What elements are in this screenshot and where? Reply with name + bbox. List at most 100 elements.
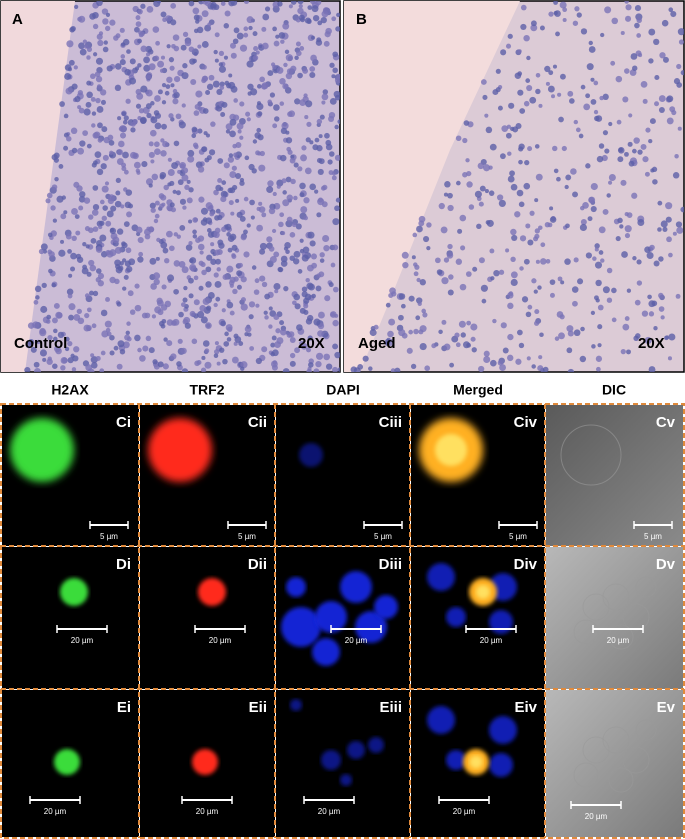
cell [572, 191, 579, 198]
panel-label: Ev [657, 699, 676, 716]
cell [307, 231, 315, 239]
cell [96, 33, 103, 40]
cell [273, 251, 280, 258]
cell [279, 154, 287, 162]
cell [216, 361, 221, 366]
cell [129, 58, 136, 65]
cell [229, 171, 237, 179]
cell [474, 190, 482, 198]
cell [121, 258, 127, 263]
cell [302, 246, 310, 254]
cell [628, 113, 633, 118]
cell [622, 746, 650, 774]
cell [146, 6, 154, 13]
cell [57, 331, 65, 339]
cell [518, 201, 525, 208]
cell [368, 366, 373, 371]
cell [193, 275, 199, 281]
cell [272, 26, 277, 32]
cell [455, 342, 461, 348]
cell [549, 216, 557, 223]
cell [508, 102, 515, 109]
cell [122, 119, 128, 125]
scale-label: 20 µm [318, 807, 341, 816]
scale-label: 20 µm [345, 636, 368, 645]
cell [171, 320, 177, 326]
cell [137, 63, 142, 68]
cell [189, 310, 196, 317]
cell [299, 182, 306, 190]
cell [86, 55, 91, 60]
cell [665, 202, 673, 210]
cell [534, 233, 540, 239]
cell [283, 286, 289, 292]
cell [293, 293, 301, 301]
cell [520, 23, 527, 31]
cell [213, 302, 218, 308]
cell [648, 28, 656, 36]
cell [64, 336, 70, 342]
cell [476, 223, 482, 230]
cell [538, 225, 543, 230]
cell [134, 283, 140, 289]
cell [557, 276, 563, 282]
cell [173, 75, 181, 83]
cell [217, 177, 223, 183]
cell [170, 3, 177, 9]
cell [636, 280, 643, 286]
cell [220, 112, 226, 117]
cell [192, 234, 198, 239]
cell [54, 345, 61, 353]
cell [527, 304, 533, 310]
cell [538, 355, 543, 360]
cell [332, 218, 340, 226]
cell [92, 11, 99, 19]
cell [222, 358, 228, 365]
cell [269, 256, 277, 264]
cell [40, 305, 48, 313]
cell [210, 258, 217, 265]
cell [145, 52, 151, 57]
cell [123, 221, 130, 228]
cell [130, 127, 136, 133]
cell [154, 148, 161, 156]
cell [227, 187, 233, 194]
cell [213, 231, 220, 239]
cell [497, 105, 503, 111]
cell [331, 74, 336, 79]
cell [606, 193, 611, 198]
cell [114, 278, 120, 285]
cell [617, 217, 623, 224]
cell [170, 207, 177, 213]
cell [188, 46, 195, 53]
cell [150, 207, 156, 213]
cell [99, 234, 107, 242]
cell [129, 77, 137, 85]
cell [105, 249, 111, 256]
cell [649, 244, 655, 251]
cell [315, 601, 347, 633]
cell [273, 282, 281, 290]
cell [173, 140, 180, 147]
cell [125, 330, 130, 335]
cell [235, 173, 242, 180]
cell [668, 333, 676, 341]
cell [533, 289, 538, 294]
cell [501, 125, 509, 132]
cell [180, 44, 187, 51]
cell [177, 338, 183, 344]
cell [215, 258, 221, 265]
cell [197, 44, 202, 49]
cell [294, 347, 301, 354]
cell [486, 219, 494, 227]
cell [406, 347, 413, 354]
cell [184, 322, 191, 329]
cell [520, 4, 527, 11]
cell [145, 335, 152, 342]
cell [188, 277, 194, 284]
cell [285, 176, 292, 183]
cell [180, 347, 187, 355]
cell [129, 309, 136, 315]
cell [256, 102, 264, 111]
cell [91, 111, 97, 116]
